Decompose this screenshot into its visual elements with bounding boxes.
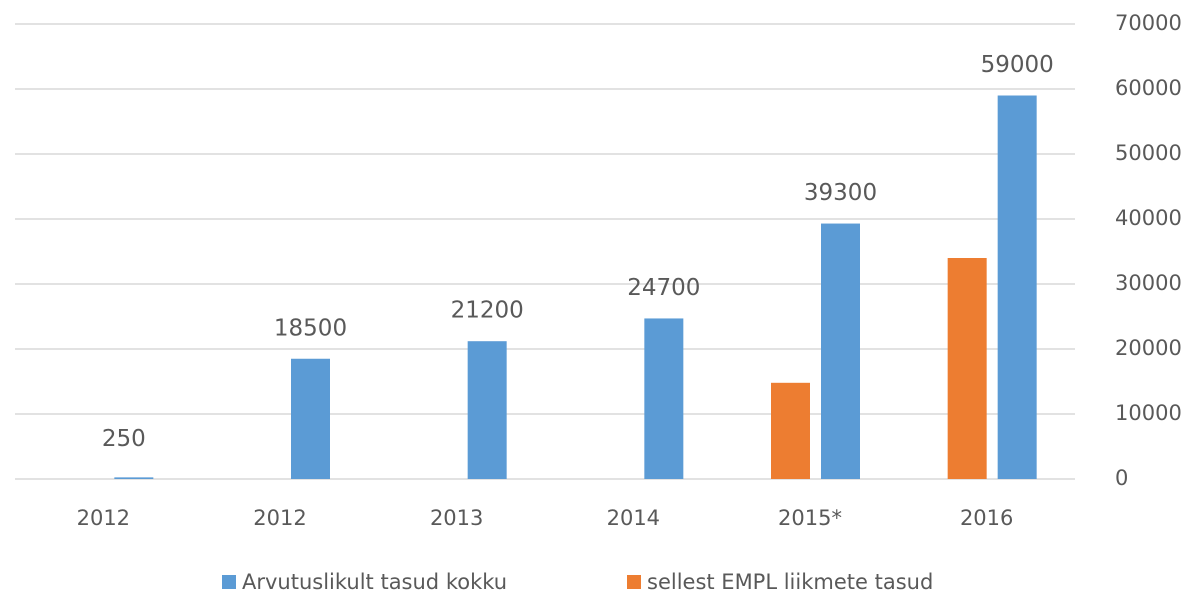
y-tick-label: 30000 — [1115, 271, 1182, 295]
bar — [467, 341, 507, 479]
y-tick-label: 0 — [1115, 466, 1128, 490]
legend-label: Arvutuslikult tasud kokku — [242, 570, 507, 594]
data-label: 18500 — [274, 315, 347, 341]
data-label: 24700 — [627, 275, 700, 301]
y-tick-label: 40000 — [1115, 206, 1182, 230]
bar — [291, 358, 330, 479]
bar — [644, 318, 684, 479]
legend-swatch — [222, 575, 236, 589]
y-tick-label: 60000 — [1115, 76, 1182, 100]
y-tick-label: 70000 — [1115, 11, 1182, 35]
data-label: 39300 — [804, 180, 877, 206]
x-tick-label: 2014 — [607, 506, 660, 530]
bar — [114, 477, 154, 479]
bar — [771, 382, 810, 479]
x-tick-label: 2012 — [253, 506, 306, 530]
data-label: 21200 — [451, 298, 524, 324]
x-tick-label: 2012 — [77, 506, 130, 530]
data-label: 250 — [102, 426, 146, 452]
bar — [947, 258, 987, 479]
data-label: 59000 — [981, 52, 1054, 78]
y-tick-label: 10000 — [1115, 401, 1182, 425]
legend-swatch — [627, 575, 641, 589]
legend-label: sellest EMPL liikmete tasud — [647, 570, 933, 594]
x-tick-label: 2013 — [430, 506, 483, 530]
x-tick-label: 2016 — [960, 506, 1013, 530]
x-tick-label: 2015* — [778, 506, 842, 530]
y-tick-label: 20000 — [1115, 336, 1182, 360]
bar — [821, 223, 860, 479]
bar — [997, 95, 1037, 479]
y-tick-label: 50000 — [1115, 141, 1182, 165]
